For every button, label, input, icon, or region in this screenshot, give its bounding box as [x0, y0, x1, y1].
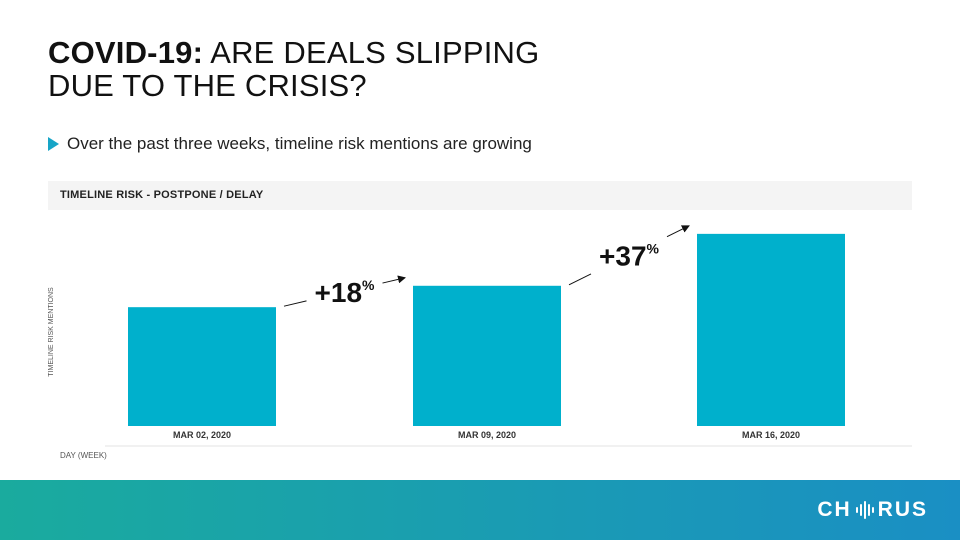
x-tick-label: MAR 09, 2020 [458, 430, 516, 440]
x-axis-label: DAY (WEEK) [60, 451, 107, 460]
title-rest-part: ARE DEALS SLIPPING [210, 35, 540, 70]
chart-title: TIMELINE RISK - POSTPONE / DELAY [60, 189, 264, 201]
bar-3 [697, 233, 845, 426]
y-axis-label: TIMELINE RISK MENTIONS [48, 287, 55, 377]
growth-label-1: +18% [315, 277, 376, 308]
soundwave-icon [855, 499, 875, 521]
x-tick-label: MAR 02, 2020 [173, 430, 231, 440]
bar-2 [413, 285, 561, 426]
bullet-text: Over the past three weeks, timeline risk… [67, 134, 532, 153]
annotation-arrow-head [666, 225, 690, 238]
growth-label-2: +37% [599, 240, 660, 271]
bar-chart: MAR 02, 2020 MAR 09, 2020 MAR 16, 2020 +18… [48, 225, 912, 460]
bar-1 [128, 307, 276, 426]
annotation-arrow-tail [568, 273, 592, 286]
play-triangle-icon [48, 137, 59, 151]
x-tick-labels: MAR 02, 2020 MAR 09, 2020 MAR 16, 2020 [173, 430, 800, 440]
title-line-2: DUE TO THE CRISIS? [48, 68, 367, 103]
chorus-logo: CH RUS [817, 498, 928, 521]
chart-bars [128, 233, 845, 426]
footer-band: CH RUS [0, 480, 960, 540]
logo-text-left: CH [817, 498, 852, 521]
chart-header-bar: TIMELINE RISK - POSTPONE / DELAY [48, 181, 912, 210]
title-bold-part: COVID-19: [48, 35, 204, 70]
annotation-arrow-tail [283, 300, 307, 307]
slide-title: COVID-19: ARE DEALS SLIPPING DUE TO THE … [48, 36, 539, 102]
x-tick-label: MAR 16, 2020 [742, 430, 800, 440]
annotation-arrow-head [382, 275, 406, 284]
logo-text-right: RUS [877, 498, 928, 521]
bullet-point: Over the past three weeks, timeline risk… [48, 134, 532, 154]
